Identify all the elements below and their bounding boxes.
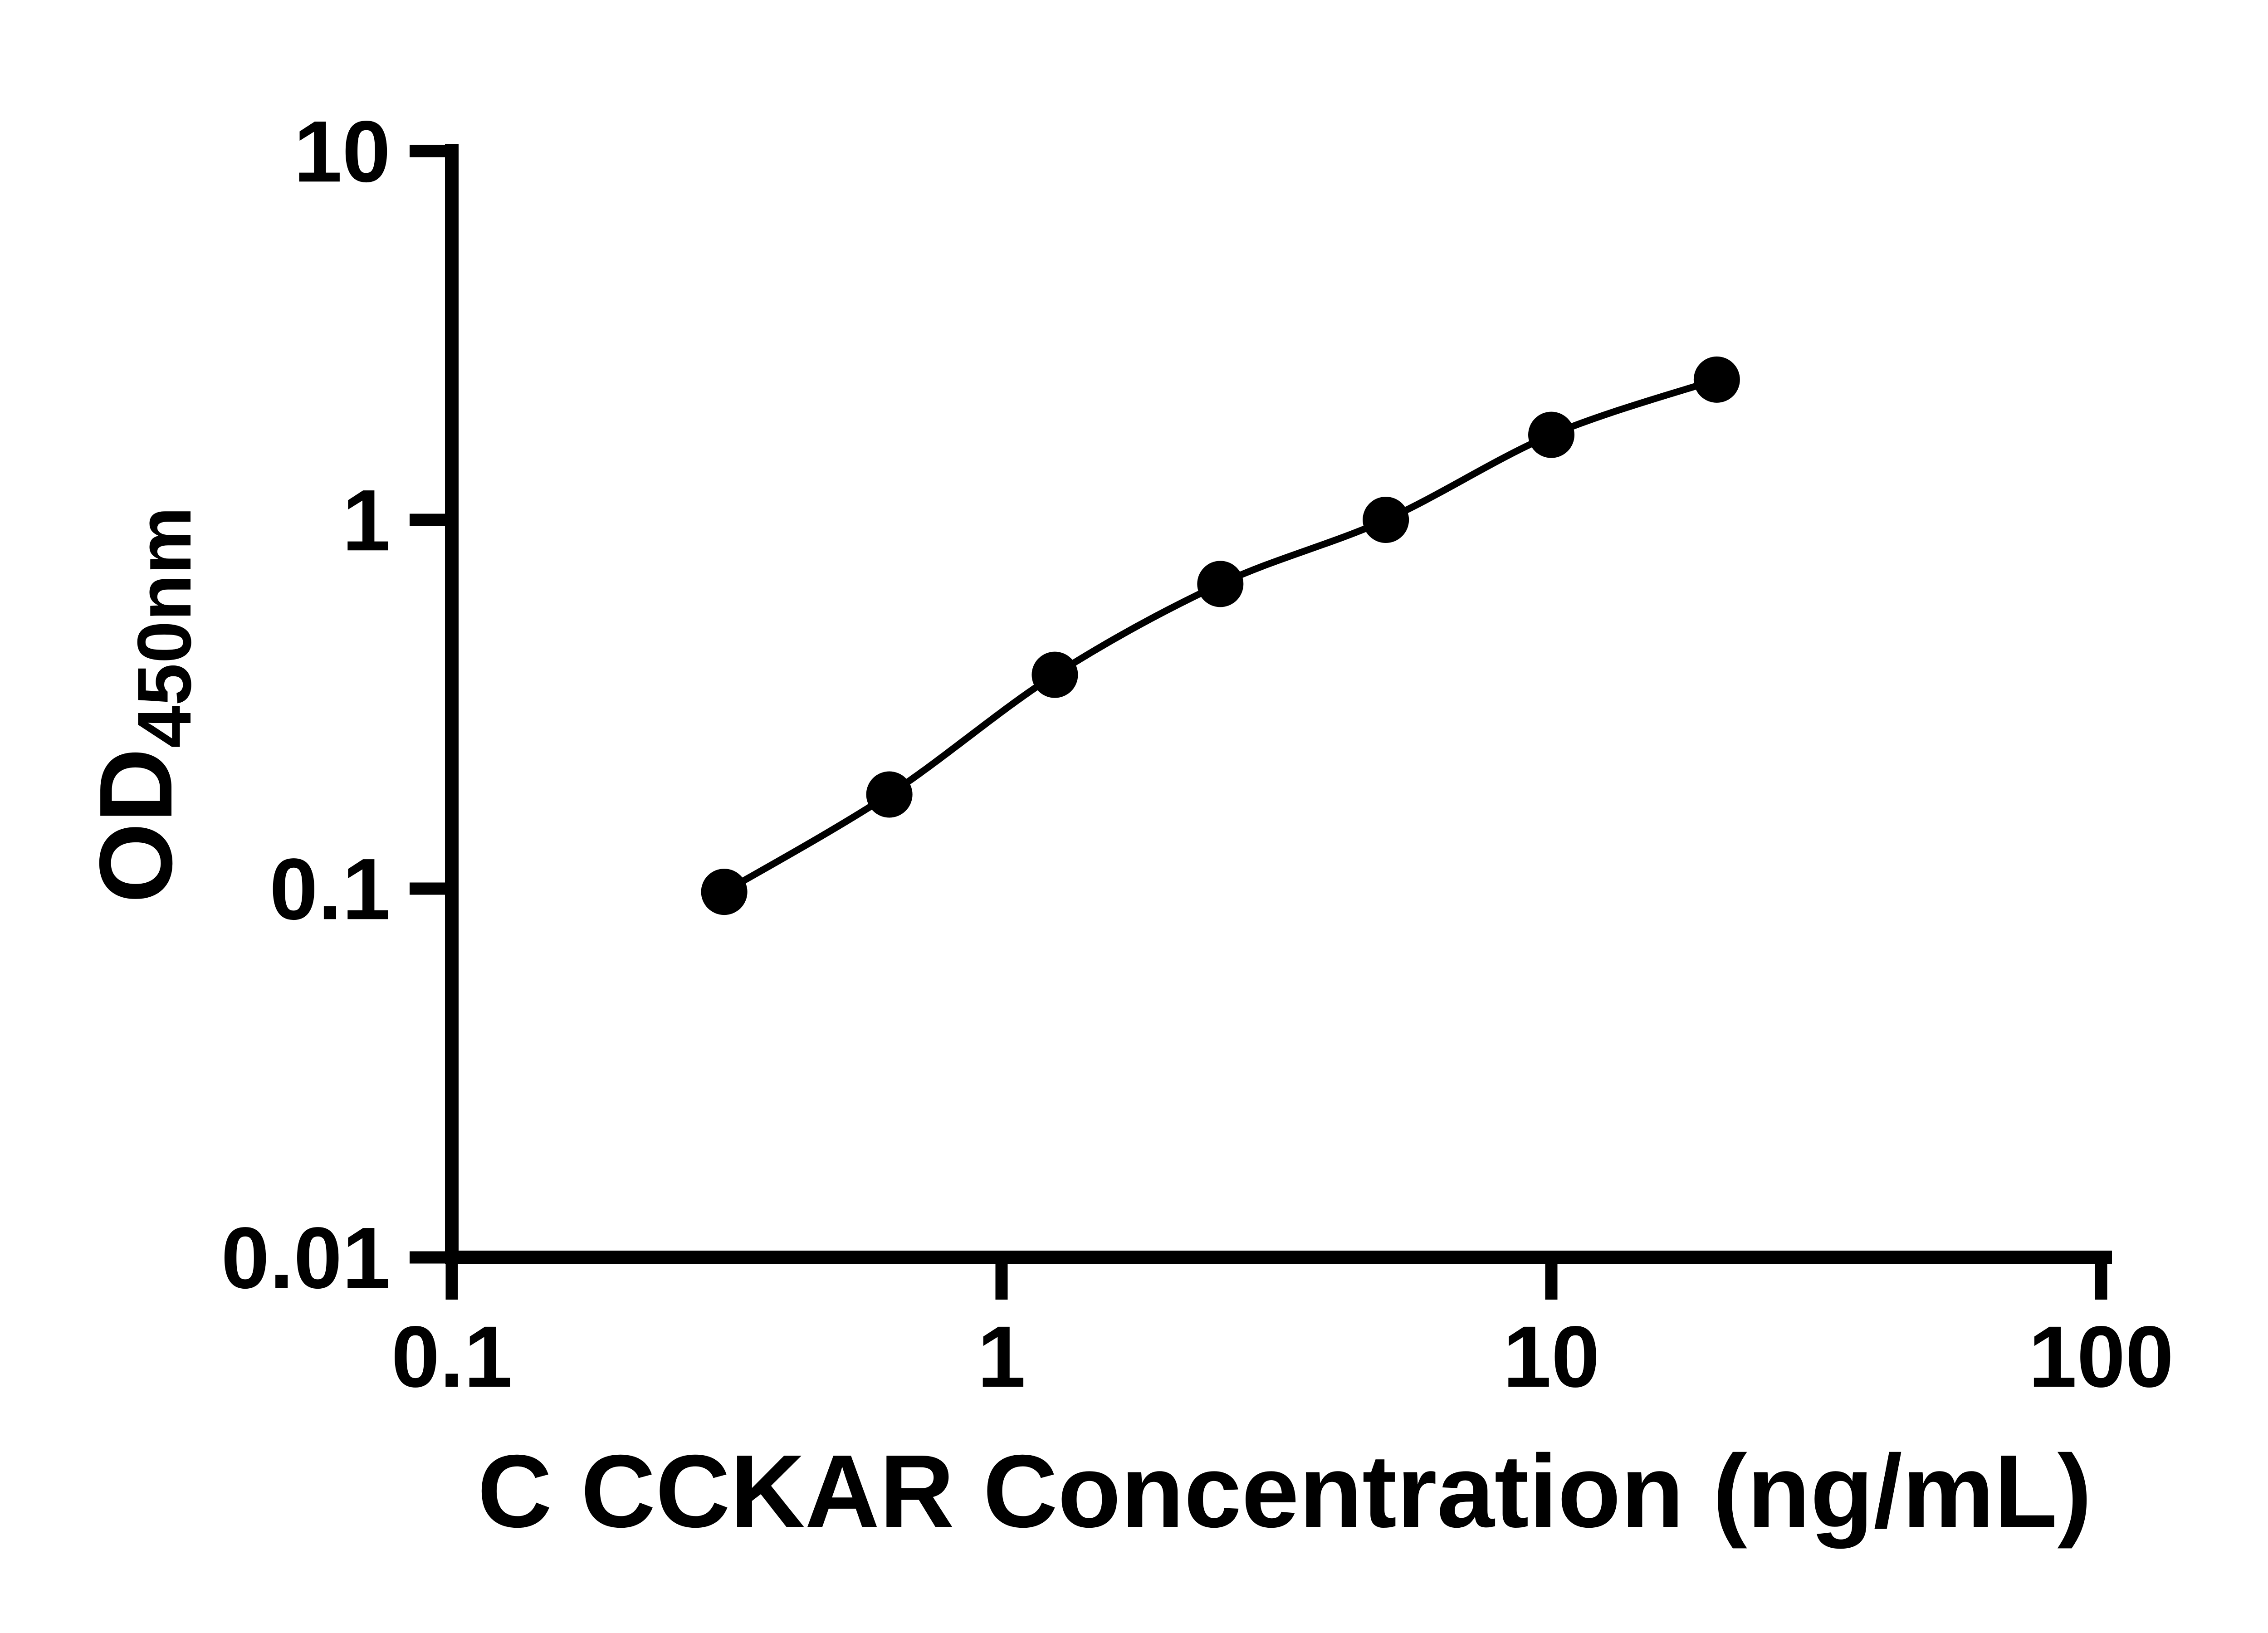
y-tick-label: 10: [293, 103, 391, 200]
data-point: [1528, 411, 1574, 458]
y-axis-label: OD450nm: [78, 507, 207, 903]
x-tick-label: 100: [2028, 1308, 2174, 1405]
y-axis-label-sub: 450nm: [122, 507, 207, 748]
x-tick-label: 1: [978, 1308, 1026, 1405]
data-point: [701, 869, 748, 915]
y-tick-label: 1: [342, 471, 391, 569]
y-tick-label: 0.1: [269, 840, 391, 938]
x-axis-label: C CCKAR Concentration (ng/mL): [477, 1434, 2092, 1549]
axis-spine: [445, 144, 2112, 1264]
x-tick-label: 10: [1503, 1308, 1600, 1405]
data-point: [1363, 497, 1409, 543]
y-axis-label-main: OD: [78, 748, 194, 903]
data-point: [1197, 561, 1244, 607]
data-point: [866, 771, 913, 818]
fit-curve: [721, 376, 1721, 895]
y-tick-label: 0.01: [221, 1209, 391, 1306]
data-point: [1031, 651, 1078, 698]
data-point: [1693, 356, 1740, 403]
x-tick-label: 0.1: [391, 1308, 513, 1405]
